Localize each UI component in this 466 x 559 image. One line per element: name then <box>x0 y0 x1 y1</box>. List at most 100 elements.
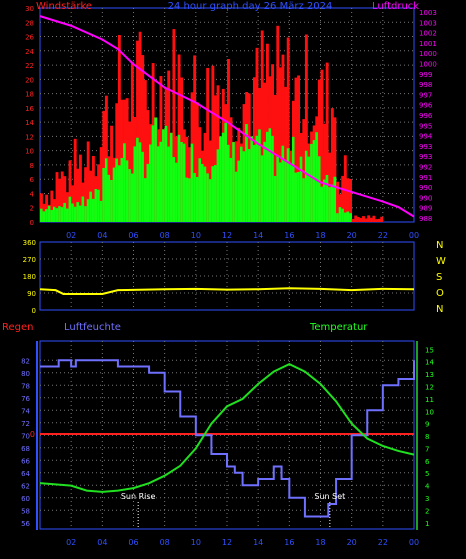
pressure-tick-label: 990 <box>419 184 432 192</box>
wind-tick-label: 26 <box>25 34 34 42</box>
average-bar <box>291 136 295 222</box>
average-bar <box>221 132 225 222</box>
average-bar <box>107 174 111 222</box>
gust-bar <box>317 79 321 223</box>
average-bar <box>310 143 314 222</box>
gust-bar <box>367 215 371 222</box>
pressure-title: Luftdruck <box>372 1 419 12</box>
gust-bar <box>294 77 298 223</box>
gust-bar <box>351 218 355 222</box>
x-tick-label: 22 <box>378 538 388 547</box>
average-bar <box>297 171 301 222</box>
wind-title: Windstärke <box>36 1 92 12</box>
average-bar <box>149 144 152 222</box>
gust-bar <box>302 119 306 222</box>
average-bar <box>281 145 285 222</box>
humidity-tick-label: 72 <box>21 420 30 428</box>
average-bar <box>162 129 165 222</box>
temperature-tick-label: 9 <box>425 421 429 429</box>
average-bar <box>278 162 282 222</box>
humidity-tick-label: 70 <box>21 432 30 440</box>
pressure-tick-label: 992 <box>419 164 432 172</box>
average-bar <box>99 200 103 222</box>
average-bar <box>156 146 160 222</box>
pressure-tick-label: 994 <box>419 133 433 141</box>
average-bar <box>164 125 168 222</box>
average-bar <box>284 160 288 222</box>
average-bar <box>115 158 119 222</box>
wind-tick-label: 8 <box>30 162 34 170</box>
gust-bar <box>336 181 339 222</box>
gust-bar <box>281 54 285 223</box>
gust-bar <box>172 29 176 223</box>
average-bar <box>45 209 49 222</box>
pressure-tick-label: 990 <box>419 194 432 202</box>
gust-bar <box>354 215 358 222</box>
average-bar <box>136 137 139 222</box>
chart-title: 24 hour graph day 26 März 2024 <box>168 1 333 12</box>
gust-bar <box>255 47 259 222</box>
gust-bar <box>227 59 230 222</box>
average-bar <box>68 196 72 222</box>
average-bar <box>89 191 93 222</box>
gust-bar <box>375 219 378 222</box>
average-bar <box>97 189 101 222</box>
x-tick-label: 08 <box>160 538 170 547</box>
humidity-line <box>40 359 415 518</box>
temperature-tick-label: 3 <box>425 495 429 503</box>
x-tick-label: 02 <box>66 231 76 240</box>
temperature-tick-label: 4 <box>425 483 430 491</box>
x-tick-label: 12 <box>222 231 232 240</box>
average-bar <box>172 157 176 222</box>
average-bar <box>60 207 64 222</box>
gust-bar <box>50 190 54 222</box>
wind-bars <box>40 25 384 223</box>
wind-tick-label: 30 <box>25 5 34 13</box>
gust-bar <box>372 215 376 222</box>
temperature-tick-label: 10 <box>425 408 434 416</box>
pressure-tick-label: 997 <box>419 91 432 99</box>
average-bar <box>73 206 77 222</box>
average-bar <box>86 199 90 222</box>
gust-bar <box>320 69 324 222</box>
wind-tick-label: 18 <box>25 91 34 99</box>
pressure-tick-label: 996 <box>419 102 433 110</box>
gust-bar <box>63 176 67 222</box>
gust-bar <box>273 94 277 222</box>
pressure-tick-label: 998 <box>419 81 432 89</box>
gust-bar <box>304 34 308 223</box>
x-tick-label: 00 <box>409 538 419 547</box>
wind-tick-label: 22 <box>25 62 34 70</box>
average-bar <box>338 207 342 222</box>
average-bar <box>175 162 178 222</box>
humidity-tick-label: 68 <box>21 445 30 453</box>
average-bar <box>336 213 339 222</box>
gust-bar <box>341 175 345 222</box>
direction-tick-label: 90 <box>27 290 36 298</box>
average-bar <box>255 135 259 222</box>
x-tick-label: 14 <box>253 231 263 240</box>
x-tick-label: 10 <box>191 231 201 240</box>
x-tick-label: 04 <box>97 231 107 240</box>
x-tick-label: 00 <box>409 231 419 240</box>
gust-bar <box>65 192 69 222</box>
average-bar <box>117 165 121 222</box>
gust-bar <box>73 138 77 222</box>
average-bar <box>50 209 54 222</box>
temperature-tick-label: 7 <box>425 445 429 453</box>
direction-tick-label: 180 <box>23 273 36 281</box>
gust-bar <box>323 123 326 222</box>
pressure-tick-label: 1003 <box>419 19 437 27</box>
gust-bar <box>195 102 199 222</box>
pressure-tick-label: 993 <box>419 143 432 151</box>
average-bar <box>252 145 256 222</box>
average-bar <box>52 206 56 222</box>
average-bar <box>227 144 230 222</box>
wind-tick-label: 28 <box>25 19 34 27</box>
x-tick-label: 20 <box>347 231 357 240</box>
gust-bar <box>117 35 121 222</box>
average-bar <box>203 166 207 222</box>
x-tick-label: 18 <box>315 538 325 547</box>
